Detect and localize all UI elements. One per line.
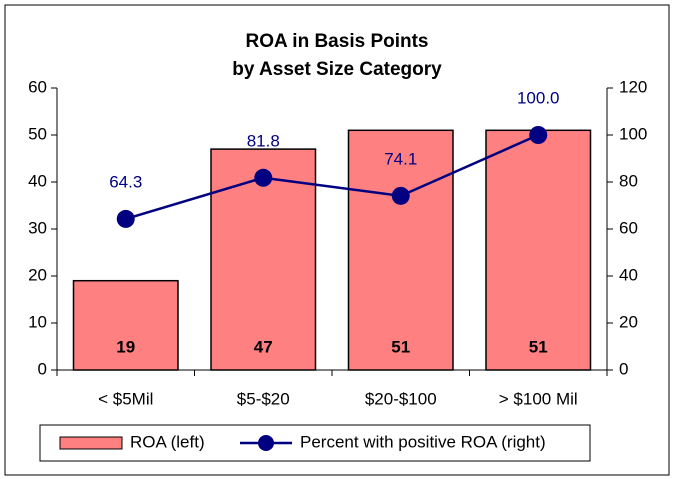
x-tick-label: $5-$20 bbox=[237, 389, 290, 408]
y-tick-label: 40 bbox=[28, 171, 47, 190]
bar-label: 47 bbox=[254, 337, 273, 356]
y-tick-label: 20 bbox=[28, 265, 47, 284]
x-tick-label: < $5Mil bbox=[98, 389, 153, 408]
y2-tick-label: 20 bbox=[619, 312, 638, 331]
bar bbox=[485, 129, 592, 371]
x-tick-label: > $100 Mil bbox=[499, 389, 578, 408]
bar-label: 51 bbox=[391, 337, 410, 356]
line bbox=[125, 133, 539, 221]
line-label: 74.1 bbox=[384, 149, 417, 168]
chart-title: ROA in Basis Points bbox=[246, 31, 429, 52]
bar-label: 51 bbox=[529, 337, 548, 356]
line-marker bbox=[391, 186, 410, 205]
y-tick-label: 50 bbox=[28, 124, 47, 143]
y-tick-label: 0 bbox=[38, 359, 47, 378]
y-tick-label: 30 bbox=[28, 218, 47, 237]
line-label: 64.3 bbox=[109, 172, 142, 191]
legend-swatch bbox=[59, 436, 123, 450]
y2-tick-label: 100 bbox=[619, 124, 647, 143]
line-marker bbox=[529, 126, 548, 144]
chart-subtitle: by Asset Size Category bbox=[232, 59, 442, 80]
line-marker bbox=[116, 209, 135, 228]
legend-label: ROA (left) bbox=[130, 432, 205, 451]
y-tick-label: 60 bbox=[28, 77, 47, 96]
legend-box bbox=[39, 424, 591, 462]
y2-tick-label: 80 bbox=[619, 171, 638, 190]
line-label: 81.8 bbox=[247, 131, 280, 150]
y2-tick-label: 40 bbox=[619, 265, 638, 284]
line-marker bbox=[254, 168, 273, 187]
bar bbox=[347, 129, 454, 371]
bar-label: 19 bbox=[116, 337, 135, 356]
y2-tick-label: 120 bbox=[619, 77, 647, 96]
y-tick-label: 10 bbox=[28, 312, 47, 331]
bar bbox=[72, 279, 179, 371]
legend-marker bbox=[258, 435, 274, 451]
x-tick-label: $20-$100 bbox=[365, 389, 437, 408]
y2-tick-label: 60 bbox=[619, 218, 638, 237]
legend-label: Percent with positive ROA (right) bbox=[300, 432, 546, 451]
line-label: 100.0 bbox=[517, 88, 560, 107]
y2-tick-label: 0 bbox=[619, 359, 628, 378]
